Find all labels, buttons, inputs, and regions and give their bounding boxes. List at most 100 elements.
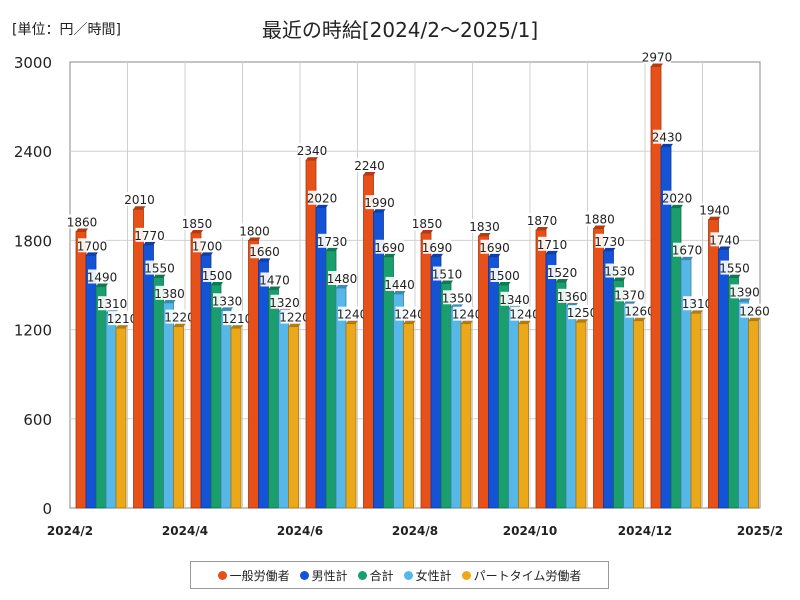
bar (460, 323, 472, 509)
bar-top (191, 229, 203, 233)
bar (545, 253, 557, 509)
data-label: 2970 (642, 50, 673, 64)
bar-top (661, 143, 673, 147)
data-label-bg (68, 214, 96, 229)
legend-swatch (217, 570, 227, 580)
bar (718, 248, 729, 509)
data-label: 1530 (604, 265, 635, 279)
x-tick-label: 2024/12 (618, 524, 672, 538)
data-label: 1550 (719, 262, 750, 276)
data-label-bg (155, 285, 184, 300)
bar (690, 312, 702, 509)
data-label-bg (125, 192, 154, 207)
bar-top (441, 280, 453, 284)
bar-top (748, 317, 761, 321)
bar (200, 254, 212, 509)
data-label-bg (500, 291, 529, 306)
data-label-bg (528, 212, 556, 227)
data-label-bg (250, 244, 279, 259)
bar-top (651, 63, 663, 67)
bar (393, 293, 404, 509)
data-label-bg (298, 143, 326, 158)
bar-top (86, 252, 98, 256)
data-label: 1710 (537, 238, 568, 252)
data-label-bg (720, 260, 749, 275)
data-label-bg (663, 190, 691, 205)
bar (403, 323, 414, 509)
data-label: 1260 (624, 305, 655, 319)
bar (75, 231, 87, 509)
bar-top (258, 258, 271, 262)
legend-swatch (403, 570, 413, 580)
data-label: 2020 (307, 192, 338, 206)
bar (115, 327, 127, 509)
data-label: 1440 (384, 278, 415, 292)
data-label-bg (365, 195, 394, 210)
data-label: 1690 (374, 241, 405, 255)
data-label: 1260 (739, 305, 770, 319)
bar (288, 326, 299, 509)
bar-top (691, 310, 703, 314)
data-label-bg (213, 293, 241, 308)
data-label: 1350 (442, 291, 473, 305)
bar (220, 309, 232, 509)
unit-label: [単位：円／時間] (12, 22, 121, 38)
data-label: 1310 (682, 297, 713, 311)
bar (738, 300, 749, 509)
data-label-bg (423, 239, 451, 254)
bar-top (268, 286, 281, 290)
legend-item: 一般労働者 (217, 567, 290, 584)
data-label-bg (328, 270, 356, 285)
data-label: 1320 (269, 296, 300, 310)
x-tick-label: 2024/8 (392, 524, 438, 538)
data-label-bg (193, 238, 221, 253)
data-label-bg (135, 227, 164, 242)
bar-top (738, 298, 751, 302)
bar-top (76, 228, 88, 232)
bar-top (316, 204, 328, 208)
data-label: 1850 (412, 217, 443, 231)
bar (315, 207, 327, 509)
bar (430, 256, 442, 509)
y-tick-label: 0 (42, 500, 52, 518)
x-tick-label: 2024/4 (162, 524, 208, 538)
data-label: 1730 (317, 235, 348, 249)
data-label: 1500 (489, 269, 520, 283)
bar-top (488, 253, 501, 257)
bar (190, 232, 202, 509)
bar (518, 323, 529, 509)
bar (623, 303, 634, 509)
data-label-bg (308, 190, 336, 205)
data-label-bg (318, 233, 346, 248)
data-label-bg (443, 290, 471, 305)
legend-item: 女性計 (403, 567, 452, 584)
bar-top (326, 247, 338, 251)
bar (210, 284, 222, 509)
bar-top (306, 157, 318, 161)
legend-label: 男性計 (311, 568, 348, 583)
bar-top (96, 283, 108, 287)
data-label: 1880 (584, 213, 615, 227)
data-label: 1700 (77, 239, 108, 253)
data-label: 1850 (182, 217, 213, 231)
bar-top (451, 304, 463, 308)
bar (450, 306, 462, 509)
data-label: 2010 (124, 193, 155, 207)
data-label-bg (595, 233, 624, 248)
data-label: 1480 (327, 272, 358, 286)
x-tick-label: 2024/6 (277, 524, 323, 538)
bar (363, 174, 374, 509)
bar (633, 320, 644, 509)
bar-top (556, 279, 568, 283)
data-label-bg (548, 265, 576, 280)
data-label: 1220 (279, 311, 310, 325)
data-label: 1520 (547, 266, 578, 280)
y-tick-label: 3000 (14, 54, 52, 72)
data-label-bg (453, 306, 481, 321)
data-label-bg (538, 236, 566, 251)
bar (248, 239, 259, 509)
bar-top (288, 323, 301, 327)
data-label: 1240 (509, 308, 540, 322)
data-label: 1690 (422, 241, 453, 255)
bar-top (248, 237, 261, 241)
